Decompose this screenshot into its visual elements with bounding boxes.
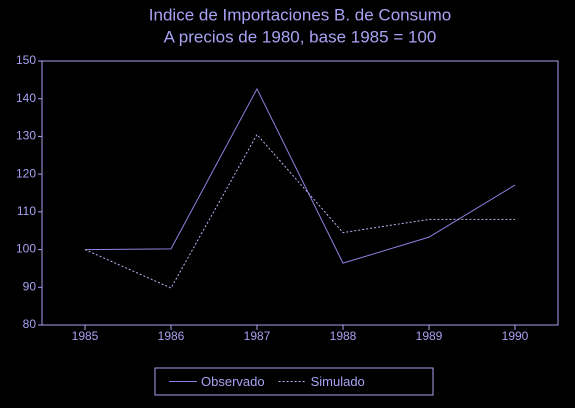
chart-title: Indice de Importaciones B. de Consumo xyxy=(149,5,451,24)
x-tick-label: 1985 xyxy=(72,329,99,343)
y-tick-label: 100 xyxy=(16,242,36,256)
chart-subtitle: A precios de 1980, base 1985 = 100 xyxy=(164,27,437,46)
y-tick-label: 130 xyxy=(16,129,36,143)
legend-label: Observado xyxy=(201,374,265,389)
x-tick-label: 1986 xyxy=(158,329,185,343)
x-tick-label: 1988 xyxy=(330,329,357,343)
y-tick-label: 80 xyxy=(23,317,37,331)
y-tick-label: 150 xyxy=(16,53,36,67)
series-line xyxy=(84,133,515,289)
y-tick-label: 110 xyxy=(17,204,36,218)
series-line xyxy=(84,87,516,264)
y-tick-label: 120 xyxy=(16,166,36,180)
plot-frame xyxy=(41,60,559,326)
x-tick-label: 1987 xyxy=(244,329,271,343)
y-tick-label: 90 xyxy=(23,279,37,293)
legend-label: Simulado xyxy=(311,374,365,389)
y-tick-label: 140 xyxy=(16,91,36,105)
x-tick-label: 1990 xyxy=(502,329,529,343)
legend-box xyxy=(154,367,434,396)
x-tick-label: 1989 xyxy=(416,329,443,343)
